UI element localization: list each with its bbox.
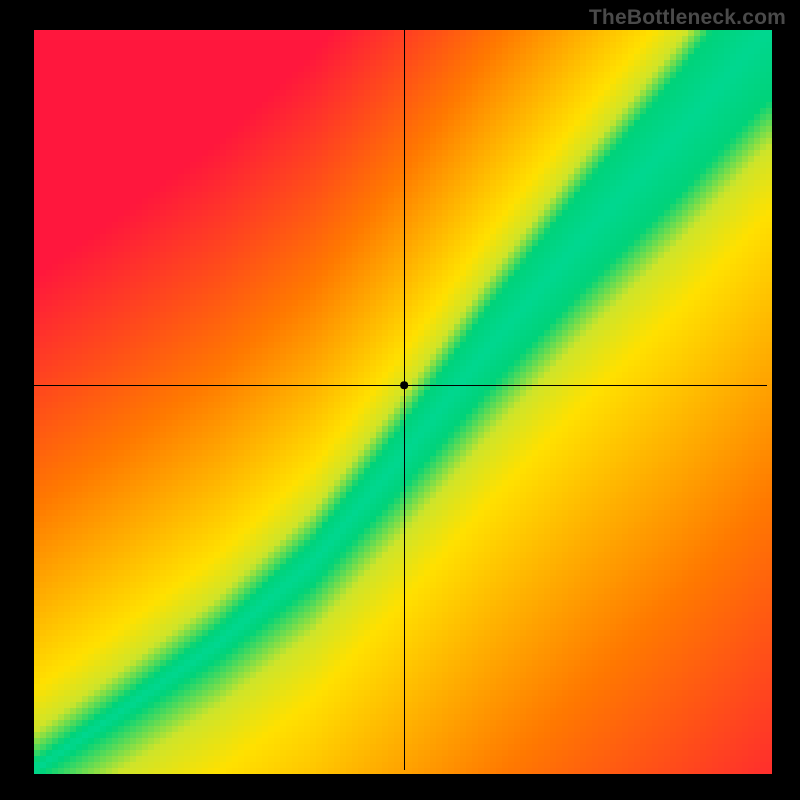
- bottleneck-heatmap: [0, 0, 800, 800]
- chart-frame: TheBottleneck.com: [0, 0, 800, 800]
